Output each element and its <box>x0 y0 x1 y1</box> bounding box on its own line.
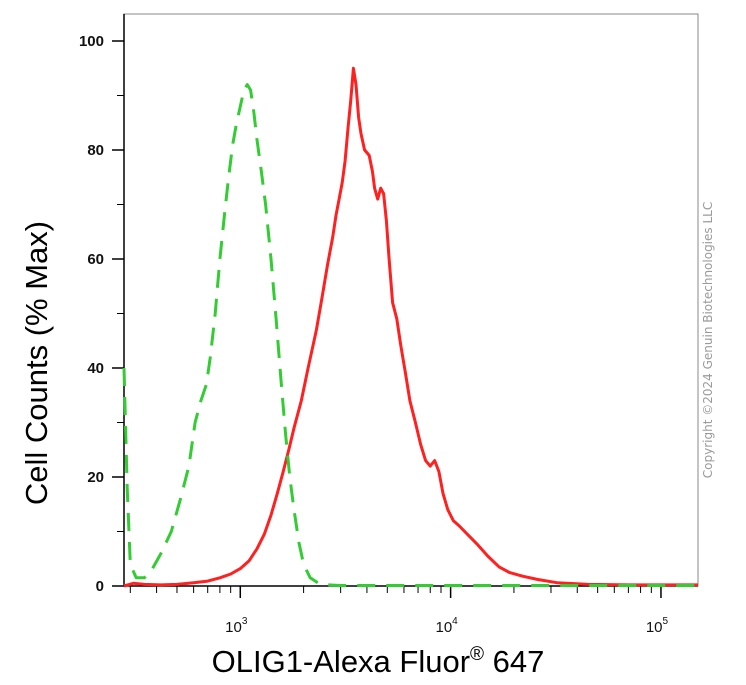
x-axis-label-superscript: ® <box>470 644 484 665</box>
y-tick-label: 40 <box>87 360 104 377</box>
x-tick-exponent: 5 <box>663 616 669 627</box>
x-tick-base: 10 <box>646 619 663 636</box>
x-tick-label: 104 <box>435 616 458 636</box>
y-tick-label: 80 <box>87 142 104 159</box>
y-axis-label: Cell Counts (% Max) <box>19 221 54 505</box>
x-tick-label: 103 <box>225 616 248 636</box>
series-line-1 <box>122 83 698 587</box>
series-line-0 <box>123 66 698 588</box>
x-axis-ticks: 103 104 105 <box>129 586 669 636</box>
y-tick-label: 20 <box>87 469 104 486</box>
y-tick-label: 60 <box>87 251 104 268</box>
copyright-text: Copyright ©2024 Genuin Biotechnologies L… <box>701 202 715 478</box>
plot-frame <box>123 13 699 587</box>
x-axis-label-suffix: 647 <box>484 644 544 679</box>
y-tick-label: 100 <box>79 33 104 50</box>
y-tick-label: 0 <box>96 578 104 595</box>
x-tick-base: 10 <box>225 619 242 636</box>
series-layer <box>122 66 698 588</box>
y-axis-ticks: 0 20 40 60 80 100 <box>79 33 124 595</box>
x-tick-exponent: 4 <box>452 616 458 627</box>
x-tick-exponent: 3 <box>242 616 248 627</box>
x-tick-base: 10 <box>435 619 452 636</box>
x-tick-label: 105 <box>646 616 669 636</box>
x-axis-label-main: OLIG1-Alexa Fluor <box>212 644 470 679</box>
x-axis-label: OLIG1-Alexa Fluor® 647 <box>212 644 545 679</box>
